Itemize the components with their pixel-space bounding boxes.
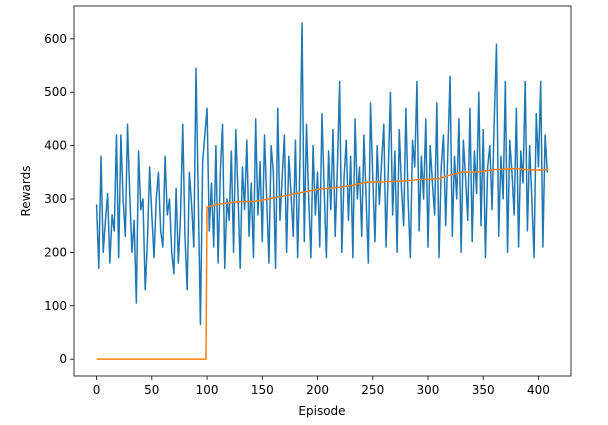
- y-tick-label: 400: [44, 139, 67, 153]
- x-axis-label: Episode: [298, 404, 345, 418]
- x-tick-label: 350: [472, 383, 495, 397]
- line-series: [96, 167, 549, 360]
- y-tick-label: 300: [44, 192, 67, 206]
- x-tick-label: 300: [417, 383, 440, 397]
- y-axis-label: Rewards: [19, 166, 33, 217]
- y-tick-label: 600: [44, 32, 67, 46]
- x-tick-label: 200: [306, 383, 329, 397]
- x-tick-label: 400: [527, 383, 550, 397]
- y-tick-label: 500: [44, 85, 67, 99]
- x-tick-label: 250: [361, 383, 384, 397]
- plot-frame: [73, 5, 572, 377]
- y-tick-label: 100: [44, 299, 67, 313]
- y-tick-label: 0: [59, 352, 67, 366]
- x-tick-label: 50: [144, 383, 159, 397]
- x-tick-label: 150: [251, 383, 274, 397]
- x-tick-label: 0: [93, 383, 101, 397]
- y-tick-label: 200: [44, 245, 67, 259]
- x-tick-label: 100: [196, 383, 219, 397]
- line-series: [95, 22, 549, 326]
